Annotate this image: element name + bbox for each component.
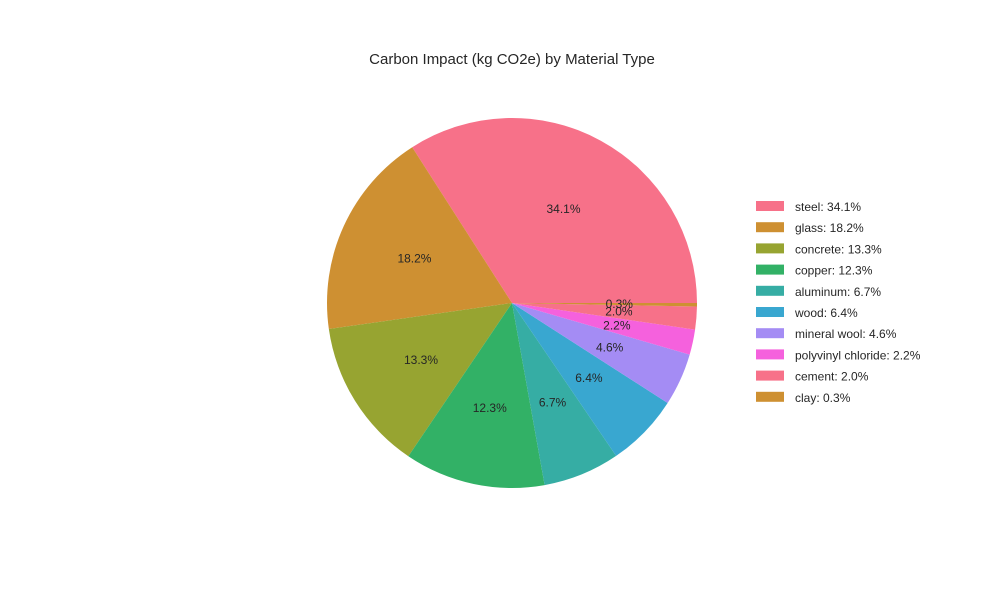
legend-item-concrete: concrete: 13.3% xyxy=(756,242,882,256)
slice-label-concrete: 13.3% xyxy=(404,353,438,367)
pie-slice-glass xyxy=(327,147,512,330)
slice-label-polyvinyl-chloride: 2.2% xyxy=(603,319,631,333)
legend-label: polyvinyl chloride: 2.2% xyxy=(795,348,921,362)
legend-swatch xyxy=(756,243,784,254)
legend-swatch xyxy=(756,349,784,360)
legend-label: aluminum: 6.7% xyxy=(795,285,881,299)
legend-swatch xyxy=(756,222,784,233)
legend-swatch xyxy=(756,201,784,211)
legend-swatch xyxy=(756,328,784,339)
legend-label: steel: 34.1% xyxy=(795,200,861,214)
legend-item-steel: steel: 34.1% xyxy=(756,200,861,214)
legend-swatch xyxy=(756,391,784,402)
slice-label-steel: 34.1% xyxy=(546,202,580,216)
legend-label: clay: 0.3% xyxy=(795,391,851,405)
slice-label-mineral-wool: 4.6% xyxy=(596,340,624,354)
legend-item-copper: copper: 12.3% xyxy=(756,264,873,278)
legend-item-mineral-wool: mineral wool: 4.6% xyxy=(756,327,897,341)
legend-item-cement: cement: 2.0% xyxy=(756,370,869,384)
legend-swatch xyxy=(756,307,784,317)
slice-label-glass: 18.2% xyxy=(397,251,431,265)
pie-slice-labels: 34.1% 18.2% 13.3% 12.3% 6.7% 6.4% 4.6% 2.2%2.0%… xyxy=(397,202,633,415)
pie-slice-mineral-wool xyxy=(512,303,690,404)
pie-slice-copper xyxy=(408,303,545,488)
legend-label: wood: 6.4% xyxy=(794,306,858,320)
legend-swatch xyxy=(756,285,784,296)
pie-slice-cement xyxy=(512,303,697,330)
legend-swatch xyxy=(756,370,784,381)
legend-label: cement: 2.0% xyxy=(795,370,869,384)
legend-item-clay: clay: 0.3% xyxy=(756,391,851,405)
pie-slice-polyvinyl-chloride xyxy=(512,303,696,355)
legend-item-aluminum: aluminum: 6.7% xyxy=(756,285,881,299)
legend: steel: 34.1% glass: 18.2% concrete: 13.3% c… xyxy=(756,200,921,405)
legend-swatch xyxy=(756,264,784,275)
pie-slice-concrete xyxy=(328,303,512,457)
chart-title: Carbon Impact (kg CO2e) by Material Type xyxy=(369,51,655,68)
legend-item-polyvinyl-chloride: polyvinyl chloride: 2.2% xyxy=(756,348,921,362)
pie-slice-aluminum xyxy=(512,303,617,486)
slice-label-aluminum: 6.7% xyxy=(539,395,567,409)
legend-label: concrete: 13.3% xyxy=(795,242,882,256)
slice-label-clay: 0.3% xyxy=(606,297,634,311)
slice-label-cement: 2.0% xyxy=(605,305,633,319)
pie-slice-clay xyxy=(512,303,697,307)
legend-label: mineral wool: 4.6% xyxy=(795,327,897,341)
legend-label: copper: 12.3% xyxy=(795,264,873,278)
slice-label-wood: 6.4% xyxy=(575,371,603,385)
legend-item-wood: wood: 6.4% xyxy=(756,306,858,320)
legend-label: glass: 18.2% xyxy=(795,221,864,235)
slice-label-copper: 12.3% xyxy=(473,401,507,415)
pie-slices xyxy=(327,118,697,488)
pie-slice-steel xyxy=(412,118,697,304)
pie-slice-wood xyxy=(512,303,668,456)
legend-item-glass: glass: 18.2% xyxy=(756,221,864,235)
